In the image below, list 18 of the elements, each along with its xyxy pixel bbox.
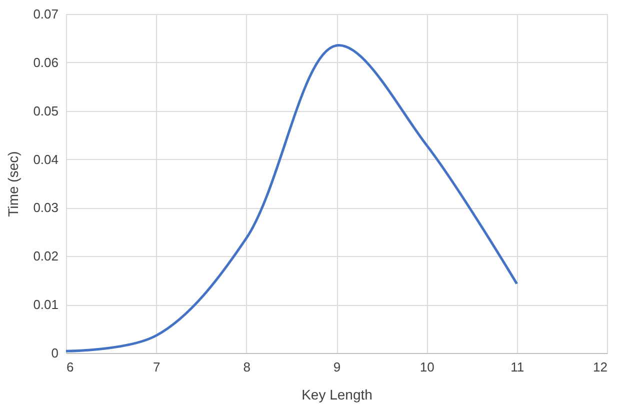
x-tick-label: 10 — [420, 360, 434, 374]
y-tick-label: 0.07 — [33, 6, 58, 22]
x-tick-label: 7 — [153, 360, 160, 374]
x-tick-label: 6 — [66, 360, 74, 374]
x-tick-label: 11 — [510, 360, 524, 374]
y-tick-label: 0.05 — [33, 103, 58, 118]
y-tick-label: 0.02 — [33, 248, 58, 264]
x-axis-title: Key Length — [302, 386, 372, 402]
y-tick-label: 0.01 — [33, 297, 58, 312]
y-tick-label: 0.03 — [33, 200, 58, 216]
y-tick-label: 0.06 — [33, 54, 58, 70]
y-axis-title: Time (sec) — [5, 151, 22, 217]
x-tick-label: 8 — [243, 360, 250, 374]
x-tick-label: 12 — [593, 360, 608, 374]
x-tick-label: 9 — [333, 360, 341, 374]
y-tick-label: 0.04 — [33, 152, 58, 167]
line-series — [64, 44, 518, 352]
y-tick-label: 0 — [51, 346, 58, 360]
